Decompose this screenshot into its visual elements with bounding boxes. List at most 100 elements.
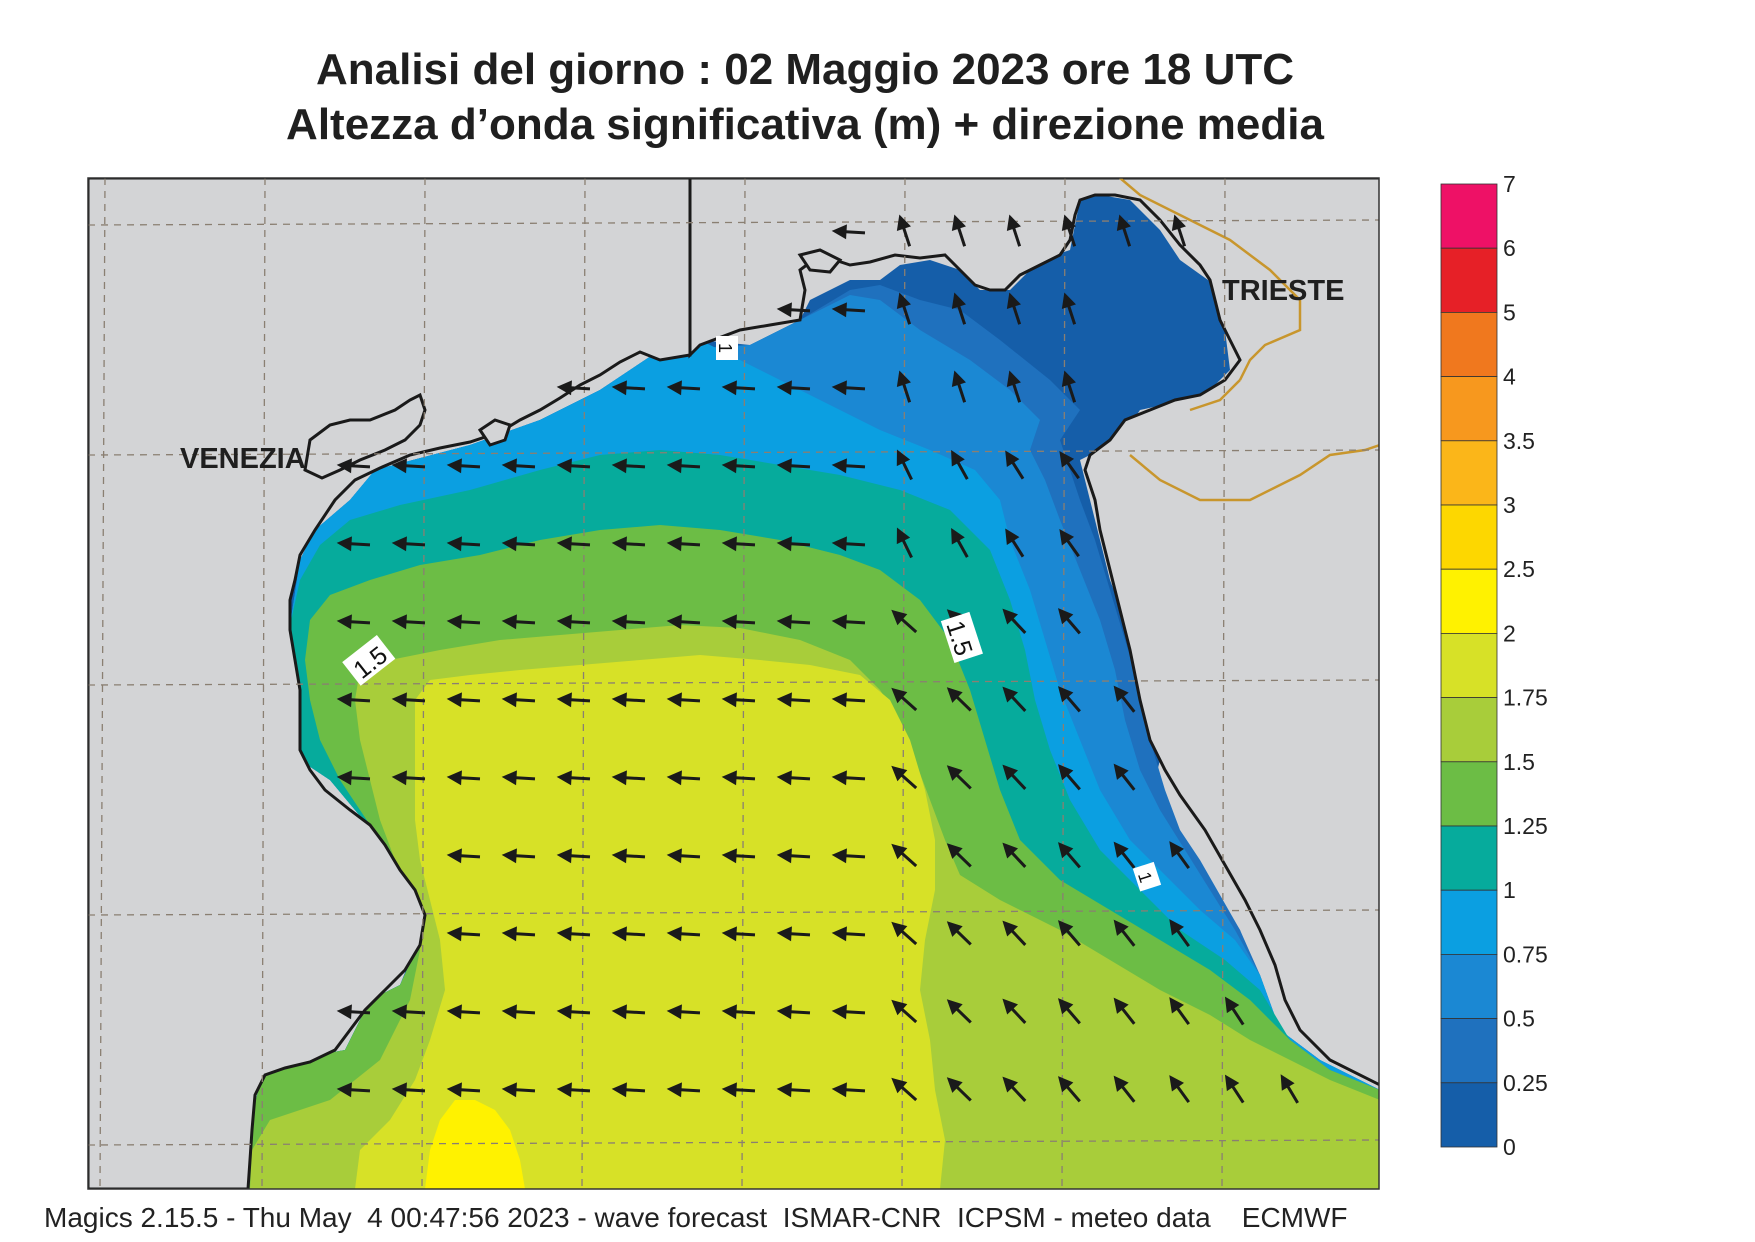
arrow-head	[611, 848, 627, 864]
arrow-head	[831, 926, 847, 942]
arrow-head	[721, 536, 737, 552]
arrow-head	[946, 687, 963, 703]
arrow-head	[1224, 1074, 1240, 1092]
lagoon-islands	[303, 248, 843, 480]
arrow-head	[831, 224, 847, 240]
arrow-head	[1058, 998, 1074, 1015]
legend-tick-label: 6	[1503, 235, 1516, 261]
legend-tick-label: 2	[1503, 620, 1516, 646]
arrow-head	[336, 1082, 352, 1098]
arrow-head	[611, 770, 627, 786]
border-line	[1119, 178, 1379, 502]
arrow-head	[556, 1082, 572, 1098]
arrow-head	[336, 770, 352, 786]
arrow-head	[446, 848, 462, 864]
arrow-head	[556, 380, 572, 396]
arrow-head	[776, 1082, 792, 1098]
arrow-head	[1005, 528, 1020, 546]
svg-text:1: 1	[715, 343, 735, 353]
arrow-head	[891, 999, 908, 1016]
arrow-head	[666, 770, 682, 786]
arrow-head	[1169, 1075, 1184, 1092]
arrow-head	[611, 380, 627, 396]
arrow-head	[891, 609, 908, 626]
legend-tick-label: 0.25	[1503, 1070, 1548, 1096]
arrow-head	[501, 536, 517, 552]
arrow-head	[776, 848, 792, 864]
legend-swatch	[1440, 889, 1498, 955]
arrow-head	[951, 292, 966, 309]
arrow-head	[1058, 920, 1074, 937]
map-area	[88, 178, 1379, 1189]
arrow-head	[721, 1004, 737, 1020]
arrow-head	[1058, 608, 1074, 625]
arrow-head	[721, 926, 737, 942]
legend-swatch	[1440, 825, 1498, 891]
legend-tick-label: 1.5	[1503, 749, 1535, 775]
arrow-head	[946, 1077, 963, 1093]
arrow-head	[501, 848, 517, 864]
arrow-head	[1169, 919, 1184, 936]
legend-swatch	[1440, 1018, 1498, 1084]
arrow-head	[776, 458, 792, 474]
arrow-head	[666, 1004, 682, 1020]
arrow-head	[951, 449, 965, 467]
arrow-head	[556, 536, 572, 552]
arrow-head	[1005, 450, 1020, 468]
arrow-head	[391, 536, 407, 552]
arrow-head	[1059, 529, 1075, 546]
arrow-head	[1113, 841, 1129, 858]
arrow-head	[1113, 685, 1129, 702]
legend-swatch	[1440, 633, 1498, 699]
arrow-head	[611, 926, 627, 942]
arrow-head	[666, 692, 682, 708]
arrow-head	[1171, 214, 1186, 231]
wave-band-2-5	[425, 1100, 525, 1189]
arrow-head	[446, 458, 462, 474]
arrow-head	[446, 770, 462, 786]
legend-tick-label: 4	[1503, 364, 1516, 390]
arrow-head	[1061, 214, 1076, 231]
arrow-head	[1002, 1076, 1019, 1093]
legend-swatch	[1440, 376, 1498, 442]
arrow-head	[666, 926, 682, 942]
legend-swatch	[1440, 247, 1498, 313]
arrow-head	[336, 1004, 352, 1020]
legend-swatch	[1440, 1082, 1498, 1148]
arrow-head	[831, 1082, 847, 1098]
arrow-head	[336, 614, 352, 630]
arrow-head	[556, 848, 572, 864]
arrow-head	[721, 770, 737, 786]
legend-tick-label: 1	[1503, 877, 1516, 903]
arrow-head	[1002, 842, 1019, 859]
legend-swatch	[1440, 568, 1498, 634]
arrow-head	[1280, 1074, 1295, 1091]
arrow-head	[896, 527, 911, 545]
arrow-head	[831, 536, 847, 552]
arrow-head	[666, 1082, 682, 1098]
arrow-head	[611, 614, 627, 630]
arrow-head	[776, 614, 792, 630]
arrow-head	[556, 926, 572, 942]
label-trieste: TRIESTE	[1222, 275, 1344, 307]
arrow-head	[666, 536, 682, 552]
contour-label-top: 1	[715, 336, 738, 360]
arrow-head	[776, 302, 792, 318]
arrow-head	[556, 692, 572, 708]
legend-colorbar: 7 6 5 4 3.5 3 2.5 2 1.75 1.5 1.25 1 0.75 0.5 0.25 0	[1440, 171, 1548, 1160]
arrow-head	[831, 692, 847, 708]
arrow-head	[831, 380, 847, 396]
arrow-head	[831, 302, 847, 318]
arrow-head	[776, 926, 792, 942]
arrow-head	[556, 458, 572, 474]
arrow-head	[891, 843, 908, 860]
arrow-head	[721, 848, 737, 864]
arrow-head	[951, 214, 966, 231]
arrow-head	[446, 536, 462, 552]
arrow-head	[1061, 370, 1076, 387]
arrow-head	[1058, 842, 1074, 859]
arrow-head	[896, 292, 911, 309]
arrow-head	[666, 458, 682, 474]
arrow-head	[1169, 841, 1184, 858]
